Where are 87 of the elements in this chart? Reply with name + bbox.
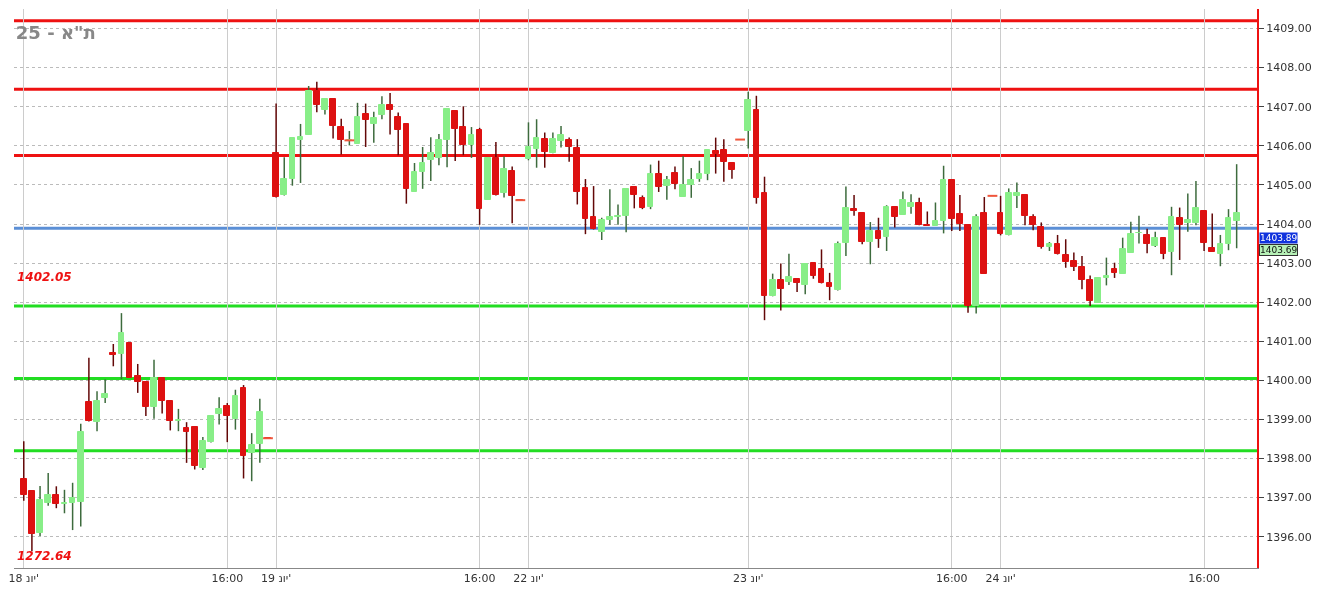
candlestick: [61, 489, 67, 515]
candlestick: [411, 162, 417, 193]
annotation: 1272.64: [17, 549, 72, 563]
candlestick: [1103, 256, 1109, 287]
y-tick-label: 1409.00: [1266, 22, 1312, 36]
candlestick: [671, 165, 678, 190]
candlestick: [109, 343, 116, 368]
text: 1403.69: [1260, 245, 1298, 255]
candlestick: [248, 432, 255, 482]
y-tick-label: 1403.00: [1266, 256, 1312, 270]
candlestick: [69, 482, 75, 531]
x-tick-label: 16:00: [463, 572, 496, 586]
candlestick: [297, 123, 303, 184]
candlestick: [590, 185, 596, 231]
candlestick: [175, 408, 181, 432]
candlestick: [875, 217, 881, 249]
candlestick: [500, 155, 507, 199]
candlestick: [337, 118, 344, 156]
y-tick-label: 1399.00: [1266, 413, 1312, 427]
candlestick: [1233, 163, 1240, 249]
candlestick: [1021, 194, 1028, 226]
y-tick-label: 1397.00: [1266, 491, 1312, 505]
y-tick-label: 1406.00: [1266, 139, 1312, 153]
candlestick: [280, 156, 287, 197]
candlestick: [777, 262, 784, 312]
candlestick: [101, 378, 108, 404]
y-tick-label: 1396.00: [1266, 530, 1312, 544]
candlestick: [801, 263, 808, 296]
candlestick: [468, 126, 474, 159]
candlestick: [533, 118, 539, 169]
candlestick: [826, 272, 832, 301]
candlestick: [696, 159, 702, 183]
candlestick: [370, 111, 377, 144]
x-tick-label: 18 יונ': [8, 572, 39, 586]
candlestick: [866, 221, 873, 266]
candlestick: [52, 485, 59, 509]
y-tick-label: 1407.00: [1266, 100, 1312, 114]
y-tick-label: 1408.00: [1266, 61, 1312, 75]
candlestick: [891, 206, 898, 229]
candlestick: [85, 356, 92, 423]
candlestick: [215, 396, 222, 426]
candlestick: [630, 186, 637, 210]
y-tick-label: 1402.00: [1266, 296, 1312, 310]
x-tick-label: 22 יונ': [513, 572, 544, 586]
candlestick: [997, 195, 1003, 237]
x-tick-label: 16:00: [935, 572, 968, 586]
candlestick: [541, 131, 548, 169]
y-tick-label: 1404.00: [1266, 217, 1312, 231]
y-tick-label: 1405.00: [1266, 178, 1312, 192]
candlestick: [394, 111, 401, 156]
candlestick: [818, 248, 824, 285]
candlestick: [232, 389, 238, 431]
candlestick: [850, 194, 857, 217]
text: ת"א - 25: [15, 22, 96, 44]
candlestick: [525, 121, 531, 162]
x-tick-label: 23 יונ': [733, 572, 764, 586]
candlestick: [378, 95, 385, 120]
candlestick: [1208, 212, 1215, 253]
candlestick: [313, 80, 320, 113]
y-tick-label: 1398.00: [1266, 452, 1312, 466]
candlestick: [793, 277, 800, 293]
candlestick: [655, 159, 662, 193]
x-tick-label: 24 יונ': [985, 572, 1016, 586]
candlestick: [362, 102, 369, 148]
candlestick: [1217, 234, 1223, 267]
candlestick: [704, 149, 710, 181]
candlestick: [663, 175, 670, 201]
candlestick: [183, 421, 189, 464]
candlestick: [1143, 227, 1150, 255]
candlestick: [932, 201, 938, 227]
candlestick: [223, 402, 230, 443]
ref-line-label: 1403.89: [1260, 233, 1298, 243]
candlestick: [785, 252, 792, 286]
candlestick: [386, 92, 393, 136]
y-tick-label: 1401.00: [1266, 335, 1312, 349]
x-tick-label: 19 יונ': [260, 572, 292, 586]
y-tick-label: 1400.00: [1266, 374, 1312, 388]
candlestick: [1176, 206, 1183, 261]
candlestick: [93, 390, 100, 432]
candlestick: [118, 312, 124, 380]
x-tick-label: 16:00: [1188, 572, 1220, 586]
annotation: 1402.05: [17, 270, 72, 284]
candlestick: [419, 146, 425, 190]
candlestick: [565, 136, 572, 163]
x-tick-label: 16:00: [211, 572, 244, 586]
candlestick: [1037, 221, 1044, 250]
candlestick: [1160, 236, 1166, 260]
